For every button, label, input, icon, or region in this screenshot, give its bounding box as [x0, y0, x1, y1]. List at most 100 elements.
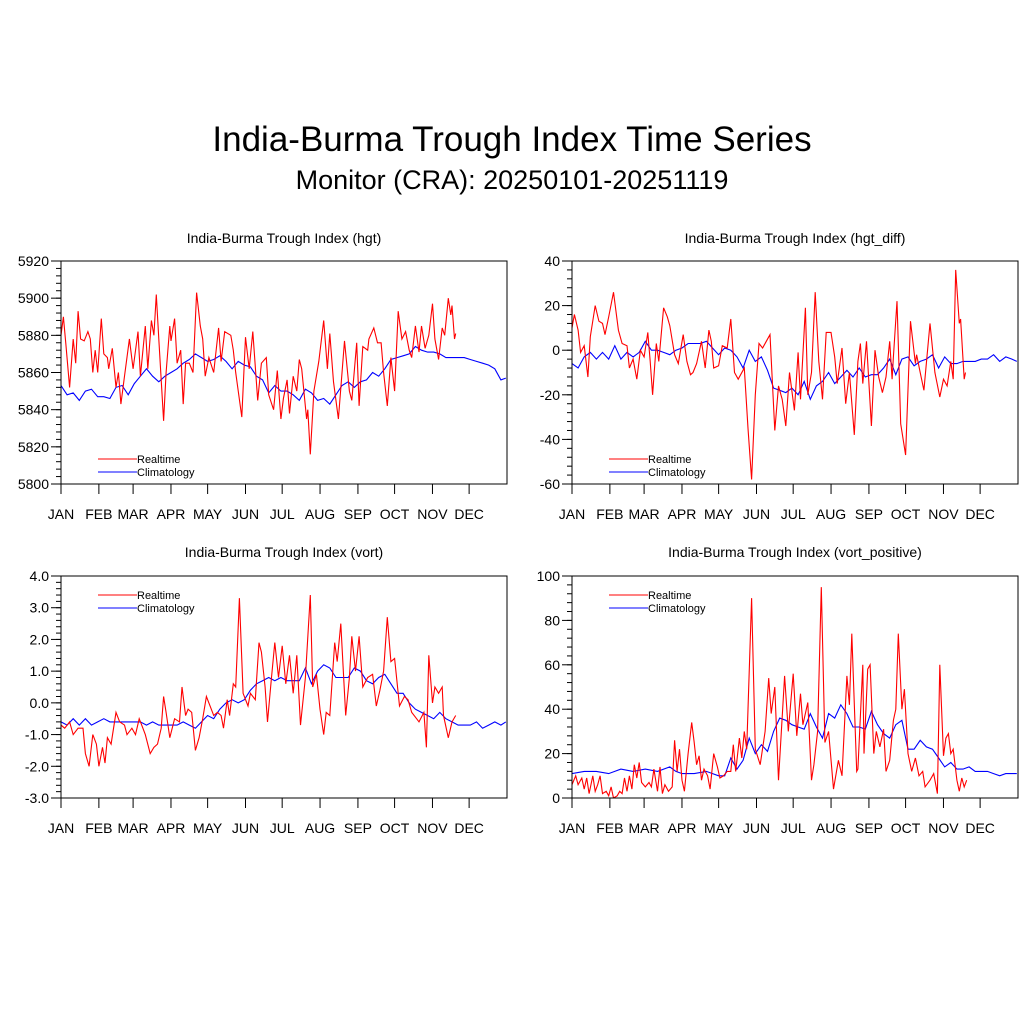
- y-tick-label: 5920: [18, 253, 49, 269]
- x-tick-label: DEC: [454, 820, 484, 836]
- x-tick-label: JUN: [743, 820, 770, 836]
- x-tick-label: MAR: [118, 506, 149, 522]
- chart-title: India-Burma Trough Index (vort): [185, 544, 383, 560]
- y-tick-label: -40: [540, 431, 560, 447]
- x-tick-label: JUL: [781, 506, 806, 522]
- y-tick-label: 0.0: [30, 695, 50, 711]
- x-tick-label: JAN: [48, 820, 74, 836]
- x-tick-label: OCT: [891, 506, 921, 522]
- series-line-climatology: [61, 345, 506, 405]
- series-line-realtime: [61, 292, 457, 455]
- chart-panel-4: India-Burma Trough Index (vort_positive)…: [537, 544, 1019, 836]
- x-tick-label: MAY: [704, 506, 734, 522]
- y-tick-label: 3.0: [30, 600, 50, 616]
- y-tick-label: -2.0: [25, 758, 49, 774]
- x-tick-label: SEP: [855, 820, 883, 836]
- y-tick-label: 5840: [18, 402, 49, 418]
- x-tick-label: AUG: [816, 820, 846, 836]
- x-tick-label: OCT: [380, 820, 410, 836]
- x-tick-label: MAR: [629, 820, 660, 836]
- x-tick-label: NOV: [417, 506, 448, 522]
- chart-panel-1: India-Burma Trough Index (hgt) 5800 5820 58…: [18, 230, 508, 522]
- x-tick-label: MAR: [629, 506, 660, 522]
- legend-label: Realtime: [137, 590, 180, 602]
- series-line-climatology: [572, 340, 1018, 401]
- x-tick-label: JAN: [559, 506, 585, 522]
- y-tick-label: 40: [544, 253, 560, 269]
- x-tick-label: FEB: [85, 820, 112, 836]
- x-tick-label: JUL: [270, 506, 295, 522]
- series-line-realtime: [572, 269, 967, 480]
- y-tick-label: 20: [544, 298, 560, 314]
- x-tick-label: JAN: [559, 820, 585, 836]
- x-tick-label: APR: [668, 820, 697, 836]
- y-tick-label: 5880: [18, 327, 49, 343]
- y-tick-label: 80: [544, 612, 560, 628]
- x-tick-label: FEB: [85, 506, 112, 522]
- x-tick-label: JAN: [48, 506, 74, 522]
- x-tick-label: SEP: [344, 820, 372, 836]
- x-tick-label: APR: [157, 506, 186, 522]
- y-tick-label: 5900: [18, 290, 49, 306]
- chart-title: India-Burma Trough Index (hgt): [187, 230, 382, 246]
- plot-frame: [60, 575, 508, 799]
- y-tick-label: 5800: [18, 476, 49, 492]
- x-tick-label: MAY: [193, 820, 223, 836]
- legend-label: Climatology: [137, 467, 195, 479]
- x-tick-label: APR: [668, 506, 697, 522]
- y-tick-label: 5860: [18, 365, 49, 381]
- x-tick-label: FEB: [596, 506, 623, 522]
- chart-panel-2: India-Burma Trough Index (hgt_diff) -60 -4…: [540, 230, 1019, 522]
- x-tick-label: OCT: [891, 820, 921, 836]
- chart-title: India-Burma Trough Index (vort_positive): [668, 544, 922, 560]
- legend-label: Realtime: [648, 590, 691, 602]
- x-tick-label: NOV: [417, 820, 448, 836]
- x-tick-label: NOV: [928, 820, 959, 836]
- x-tick-label: DEC: [454, 506, 484, 522]
- x-tick-label: JUN: [743, 506, 770, 522]
- y-tick-label: 40: [544, 701, 560, 717]
- legend-label: Climatology: [648, 603, 706, 615]
- y-tick-label: 0: [552, 790, 560, 806]
- series-line-realtime: [572, 587, 968, 798]
- x-tick-label: SEP: [344, 506, 372, 522]
- x-tick-label: AUG: [305, 820, 335, 836]
- x-tick-label: AUG: [305, 506, 335, 522]
- y-tick-label: 2.0: [30, 631, 50, 647]
- x-tick-label: SEP: [855, 506, 883, 522]
- y-tick-label: 100: [537, 568, 561, 584]
- y-tick-label: 0: [552, 342, 560, 358]
- plot-frame: [571, 575, 1019, 799]
- y-tick-label: -60: [540, 476, 560, 492]
- plot-frame: [571, 260, 1019, 485]
- y-tick-label: 4.0: [30, 568, 50, 584]
- x-tick-label: JUL: [781, 820, 806, 836]
- y-tick-label: 1.0: [30, 663, 50, 679]
- x-tick-label: JUL: [270, 820, 295, 836]
- x-tick-label: JUN: [232, 506, 259, 522]
- x-tick-label: NOV: [928, 506, 959, 522]
- y-tick-label: -3.0: [25, 790, 49, 806]
- x-tick-label: MAR: [118, 820, 149, 836]
- legend-label: Climatology: [137, 603, 195, 615]
- chart-panel-3: India-Burma Trough Index (vort) -3.0 -2.0 -…: [25, 544, 508, 836]
- y-tick-label: 20: [544, 746, 560, 762]
- x-tick-label: FEB: [596, 820, 623, 836]
- legend-label: Realtime: [137, 454, 180, 466]
- x-tick-label: MAY: [193, 506, 223, 522]
- y-tick-label: -1.0: [25, 727, 49, 743]
- chart-title: India-Burma Trough Index (hgt_diff): [685, 230, 906, 246]
- x-tick-label: APR: [157, 820, 186, 836]
- y-tick-label: -20: [540, 387, 560, 403]
- x-tick-label: AUG: [816, 506, 846, 522]
- x-tick-label: DEC: [965, 506, 995, 522]
- y-tick-label: 60: [544, 657, 560, 673]
- x-tick-label: OCT: [380, 506, 410, 522]
- x-tick-label: DEC: [965, 820, 995, 836]
- x-tick-label: JUN: [232, 820, 259, 836]
